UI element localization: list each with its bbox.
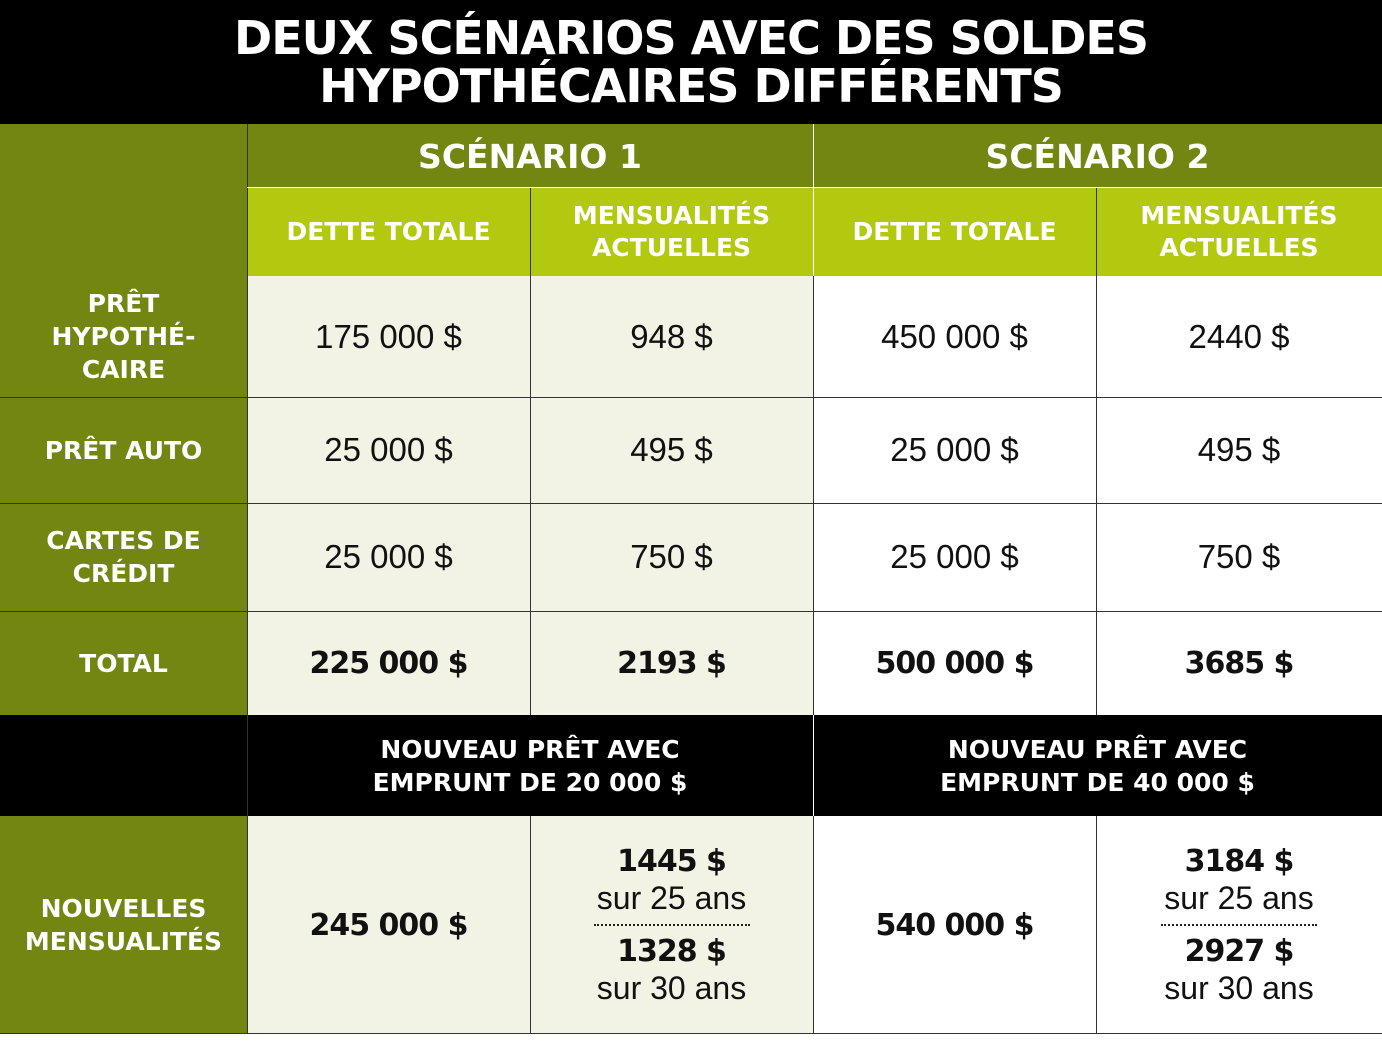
s2-new-loan-line2: EMPRUNT DE 40 000 $ — [940, 767, 1255, 797]
table-cell: 25 000 $ — [813, 397, 1096, 503]
table-cell: 25 000 $ — [247, 397, 530, 503]
grid-line — [0, 503, 1382, 504]
s1-new-dette: 245 000 $ — [309, 907, 468, 943]
s2-dette-value: 25 000 $ — [890, 538, 1019, 575]
s2-new-loan-header: NOUVEAU PRÊT AVEC EMPRUNT DE 40 000 $ — [813, 715, 1382, 816]
s1-mens-header-line2: ACTUELLES — [591, 233, 752, 262]
table-cell: 450 000 $ — [813, 276, 1096, 397]
s2-new-dette: 540 000 $ — [875, 907, 1034, 943]
grid-line — [247, 124, 248, 1034]
table-cell: 750 $ — [1096, 503, 1382, 611]
scenario-1-label: SCÉNARIO 1 — [418, 136, 642, 176]
row-label-total: TOTAL — [0, 611, 247, 715]
s2-dette-value: 450 000 $ — [881, 317, 1028, 355]
table-cell: 225 000 $ — [247, 611, 530, 715]
s2-amount-25: 3184 $ — [1184, 844, 1295, 879]
row-label-line: MENSUALITÉS — [24, 927, 223, 956]
table-cell: 25 000 $ — [813, 503, 1096, 611]
grid-line — [247, 187, 1382, 188]
s1-new-loan-line2: EMPRUNT DE 20 000 $ — [372, 767, 688, 797]
table-cell: 750 $ — [530, 503, 813, 611]
s1-mens-total: 2193 $ — [617, 645, 727, 681]
s1-amount-25: 1445 $ — [617, 844, 727, 879]
grid-line — [530, 188, 531, 715]
s2-dette-value: 25 000 $ — [890, 431, 1019, 468]
dotted-divider — [593, 924, 750, 926]
table-cell: 175 000 $ — [247, 276, 530, 397]
s1-dette-header: DETTE TOTALE — [247, 188, 530, 276]
table-cell: 500 000 $ — [813, 611, 1096, 715]
title-line-1: DEUX SCÉNARIOS AVEC DES SOLDES — [234, 11, 1149, 65]
row-label-line: TOTAL — [79, 648, 168, 678]
s2-mens-value: 750 $ — [1197, 538, 1281, 575]
s2-dette-header: DETTE TOTALE — [813, 188, 1096, 276]
s1-mens-header-line1: MENSUALITÉS — [572, 201, 771, 230]
grid-line — [813, 816, 814, 1034]
s1-dette-value: 25 000 $ — [324, 538, 453, 575]
s2-mens-value: 495 $ — [1197, 431, 1281, 468]
s1-dette-total: 225 000 $ — [309, 645, 468, 681]
s1-new-loan-line1: NOUVEAU PRÊT AVEC — [380, 734, 680, 764]
s2-mens-total: 3685 $ — [1184, 645, 1295, 681]
row-label-pret-auto: PRÊT AUTO — [0, 397, 247, 503]
s2-mens-header-line1: MENSUALITÉS — [1140, 201, 1338, 230]
grid-line — [530, 816, 531, 1034]
table-cell: 245 000 $ — [247, 816, 530, 1034]
grid-line — [1096, 816, 1097, 1034]
s1-term-30: sur 30 ans — [596, 970, 747, 1006]
row-label-line: CARTES DE — [46, 526, 201, 555]
scenario-1-header: SCÉNARIO 1 — [247, 124, 813, 188]
corner-header-cell — [0, 124, 247, 276]
table-cell: 1445 $ sur 25 ans 1328 $ sur 30 ans — [530, 816, 813, 1034]
page-title: DEUX SCÉNARIOS AVEC DES SOLDES HYPOTHÉCA… — [0, 0, 1382, 124]
new-loan-corner — [0, 715, 247, 816]
row-label-line: PRÊT — [87, 289, 160, 318]
dotted-divider — [1161, 924, 1317, 926]
grid-line — [1096, 188, 1097, 715]
s2-amount-30: 2927 $ — [1184, 934, 1295, 969]
s1-mens-value: 750 $ — [630, 538, 713, 575]
row-label-nouvelles-mensualites: NOUVELLES MENSUALITÉS — [0, 816, 247, 1034]
table-cell: 540 000 $ — [813, 816, 1096, 1034]
s2-mens-header-line2: ACTUELLES — [1159, 233, 1319, 262]
scenario-2-label: SCÉNARIO 2 — [985, 136, 1210, 176]
grid-line — [0, 397, 1382, 398]
table-cell: 2440 $ — [1096, 276, 1382, 397]
row-label-line: CAIRE — [81, 355, 166, 384]
grid-line — [0, 1033, 1382, 1034]
s2-new-loan-line1: NOUVEAU PRÊT AVEC — [947, 734, 1248, 764]
table-cell: 3685 $ — [1096, 611, 1382, 715]
table-cell: 495 $ — [1096, 397, 1382, 503]
s2-term-30: sur 30 ans — [1164, 970, 1314, 1006]
s1-term-25: sur 25 ans — [596, 880, 747, 916]
grid-line — [0, 611, 1382, 612]
table-cell: 495 $ — [530, 397, 813, 503]
s1-mens-header: MENSUALITÉS ACTUELLES — [530, 188, 813, 276]
s1-dette-value: 25 000 $ — [324, 431, 453, 468]
row-label-pret-hypothecaire: PRÊT HYPOTHÉ- CAIRE — [0, 276, 247, 397]
s2-mens-value: 2440 $ — [1188, 317, 1290, 355]
row-label-line: HYPOTHÉ- — [51, 322, 196, 351]
table-cell: 3184 $ sur 25 ans 2927 $ sur 30 ans — [1096, 816, 1382, 1034]
row-label-line: NOUVELLES — [40, 894, 207, 923]
table-cell: 2193 $ — [530, 611, 813, 715]
row-label-line: CRÉDIT — [72, 559, 175, 588]
row-label-line: PRÊT AUTO — [44, 435, 203, 465]
s2-mens-header: MENSUALITÉS ACTUELLES — [1096, 188, 1382, 276]
scenario-2-header: SCÉNARIO 2 — [813, 124, 1382, 188]
s1-dette-header-label: DETTE TOTALE — [286, 217, 491, 246]
table-cell: 25 000 $ — [247, 503, 530, 611]
s1-dette-value: 175 000 $ — [315, 317, 462, 355]
title-line-2: HYPOTHÉCAIRES DIFFÉRENTS — [319, 59, 1064, 113]
row-label-cartes-de-credit: CARTES DE CRÉDIT — [0, 503, 247, 611]
s1-mens-value: 948 $ — [630, 317, 713, 355]
s1-new-loan-header: NOUVEAU PRÊT AVEC EMPRUNT DE 20 000 $ — [247, 715, 813, 816]
table-cell: 948 $ — [530, 276, 813, 397]
s2-dette-header-label: DETTE TOTALE — [852, 217, 1057, 246]
s2-term-25: sur 25 ans — [1164, 880, 1314, 916]
s2-dette-total: 500 000 $ — [875, 645, 1034, 681]
s1-mens-value: 495 $ — [630, 431, 713, 468]
grid-line — [813, 276, 814, 715]
s1-amount-30: 1328 $ — [617, 934, 727, 969]
